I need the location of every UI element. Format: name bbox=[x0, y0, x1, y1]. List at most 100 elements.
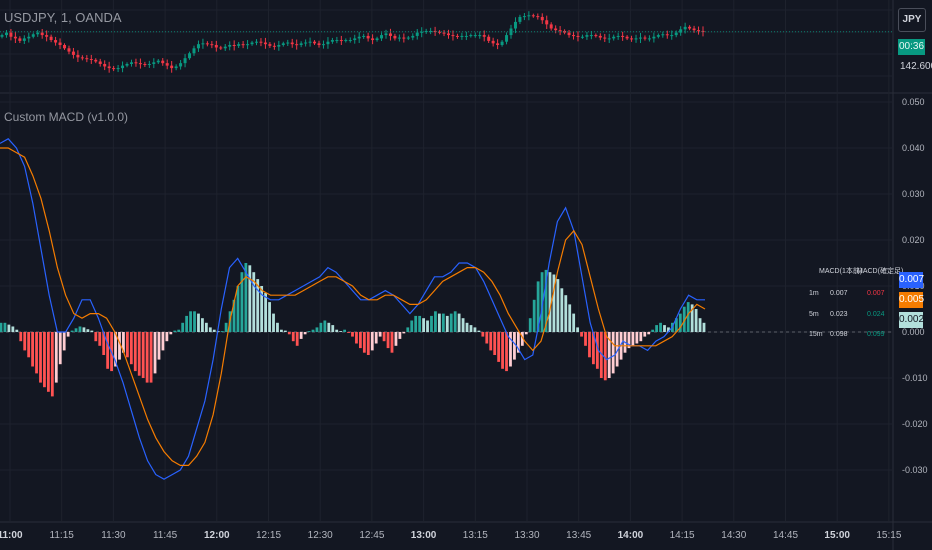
histogram-bar bbox=[260, 286, 264, 332]
table-confirmed-value: 0.099 bbox=[867, 331, 885, 338]
histogram-bar bbox=[639, 332, 643, 342]
time-tick-label: 14:00 bbox=[618, 530, 644, 541]
candle-body bbox=[500, 41, 504, 45]
candle-body bbox=[277, 45, 281, 47]
macd-line bbox=[0, 138, 705, 480]
candle-body bbox=[692, 28, 696, 31]
candle-body bbox=[40, 32, 44, 36]
histogram-bar bbox=[224, 322, 228, 332]
histogram-bar bbox=[323, 320, 327, 332]
histogram-bar bbox=[627, 332, 631, 349]
time-tick-label: 11:00 bbox=[0, 530, 23, 541]
histogram-bar bbox=[544, 269, 548, 332]
histogram-bar bbox=[3, 322, 7, 332]
time-tick-label: 15:15 bbox=[876, 530, 901, 541]
candle-body bbox=[487, 36, 491, 41]
histogram-bar bbox=[485, 332, 489, 344]
price-pane[interactable] bbox=[0, 11, 893, 73]
candle-body bbox=[232, 45, 236, 46]
candle-body bbox=[152, 62, 156, 64]
histogram-bar bbox=[548, 272, 552, 332]
table-prev-value: 0.023 bbox=[830, 311, 848, 318]
candle-body bbox=[509, 28, 513, 36]
candle-body bbox=[335, 40, 339, 42]
time-axis[interactable]: 11:00 11:15 11:30 11:45 12:00 12:15 12:30 12:45… bbox=[0, 530, 902, 541]
histogram-bar bbox=[572, 313, 576, 332]
candle-body bbox=[71, 51, 75, 55]
histogram-bar bbox=[398, 332, 402, 339]
indicator-title[interactable]: Custom MACD (v1.0.0) bbox=[4, 110, 129, 124]
candle-body bbox=[406, 37, 410, 39]
time-tick-label: 13:45 bbox=[566, 530, 591, 541]
candle-body bbox=[76, 54, 80, 58]
histogram-bar bbox=[311, 329, 315, 332]
histogram-bar bbox=[362, 332, 366, 353]
histogram-bar bbox=[457, 313, 461, 332]
histogram-bar bbox=[23, 332, 27, 351]
histogram-bar bbox=[252, 272, 256, 332]
candle-body bbox=[112, 68, 116, 70]
histogram-bar bbox=[339, 331, 343, 332]
candle-body bbox=[594, 35, 598, 37]
candle-body bbox=[272, 45, 276, 47]
candle-body bbox=[22, 38, 26, 41]
candle-body bbox=[576, 35, 580, 37]
candle-body bbox=[286, 42, 290, 44]
candle-body bbox=[13, 36, 17, 39]
histogram-bar bbox=[35, 332, 38, 374]
histogram-bar bbox=[212, 329, 216, 332]
candle-body bbox=[156, 60, 160, 63]
candle-body bbox=[165, 63, 169, 66]
time-tick-label: 11:30 bbox=[101, 530, 126, 541]
symbol-title[interactable]: USDJPY, 1, OANDA bbox=[4, 10, 122, 25]
histogram-bar bbox=[244, 263, 248, 332]
histogram-bar bbox=[102, 332, 106, 355]
histogram-bar bbox=[295, 332, 299, 346]
value-tick-label: 0.050 bbox=[902, 97, 925, 107]
histogram-bar bbox=[232, 299, 236, 332]
histogram-bar bbox=[564, 295, 568, 332]
candle-body bbox=[607, 38, 611, 40]
histogram-bar bbox=[185, 315, 189, 332]
histogram-bar bbox=[402, 332, 406, 334]
candle-body bbox=[572, 35, 576, 37]
histogram-bar bbox=[70, 330, 74, 332]
histogram-bar bbox=[137, 332, 141, 376]
table-tf: 5m bbox=[809, 311, 819, 318]
candle-body bbox=[527, 15, 531, 17]
histogram-bar bbox=[307, 331, 311, 332]
time-tick-label: 14:15 bbox=[670, 530, 695, 541]
time-tick-label: 12:00 bbox=[204, 530, 230, 541]
candle-body bbox=[652, 36, 656, 39]
time-tick-label: 12:45 bbox=[359, 530, 384, 541]
histogram-bar bbox=[335, 329, 339, 332]
histogram-bar bbox=[157, 332, 161, 360]
histogram-bar bbox=[505, 332, 508, 372]
histogram-bar bbox=[532, 299, 536, 332]
candle-body bbox=[438, 31, 442, 33]
histogram-bar bbox=[524, 332, 528, 335]
histogram-bar bbox=[540, 272, 544, 332]
candle-body bbox=[558, 30, 562, 32]
candle-body bbox=[103, 63, 107, 67]
candle-body bbox=[94, 59, 98, 62]
currency-button[interactable]: JPY bbox=[898, 8, 926, 32]
histogram-bar bbox=[434, 311, 437, 332]
histogram-bar bbox=[141, 332, 145, 378]
candle-body bbox=[125, 63, 129, 66]
histogram-bar bbox=[280, 329, 283, 332]
histogram-bar bbox=[149, 332, 153, 383]
histogram-bar bbox=[414, 315, 418, 332]
candle-body bbox=[281, 43, 285, 45]
histogram-bar bbox=[351, 332, 354, 337]
histogram-bar bbox=[264, 292, 268, 332]
candle-body bbox=[482, 35, 486, 37]
candle-body bbox=[518, 16, 522, 22]
candle-body bbox=[647, 38, 651, 40]
histogram-bar bbox=[173, 330, 177, 332]
histogram-bar bbox=[283, 330, 287, 332]
candle-body bbox=[129, 62, 133, 64]
candle-body bbox=[540, 16, 544, 21]
candle-body bbox=[321, 44, 325, 46]
